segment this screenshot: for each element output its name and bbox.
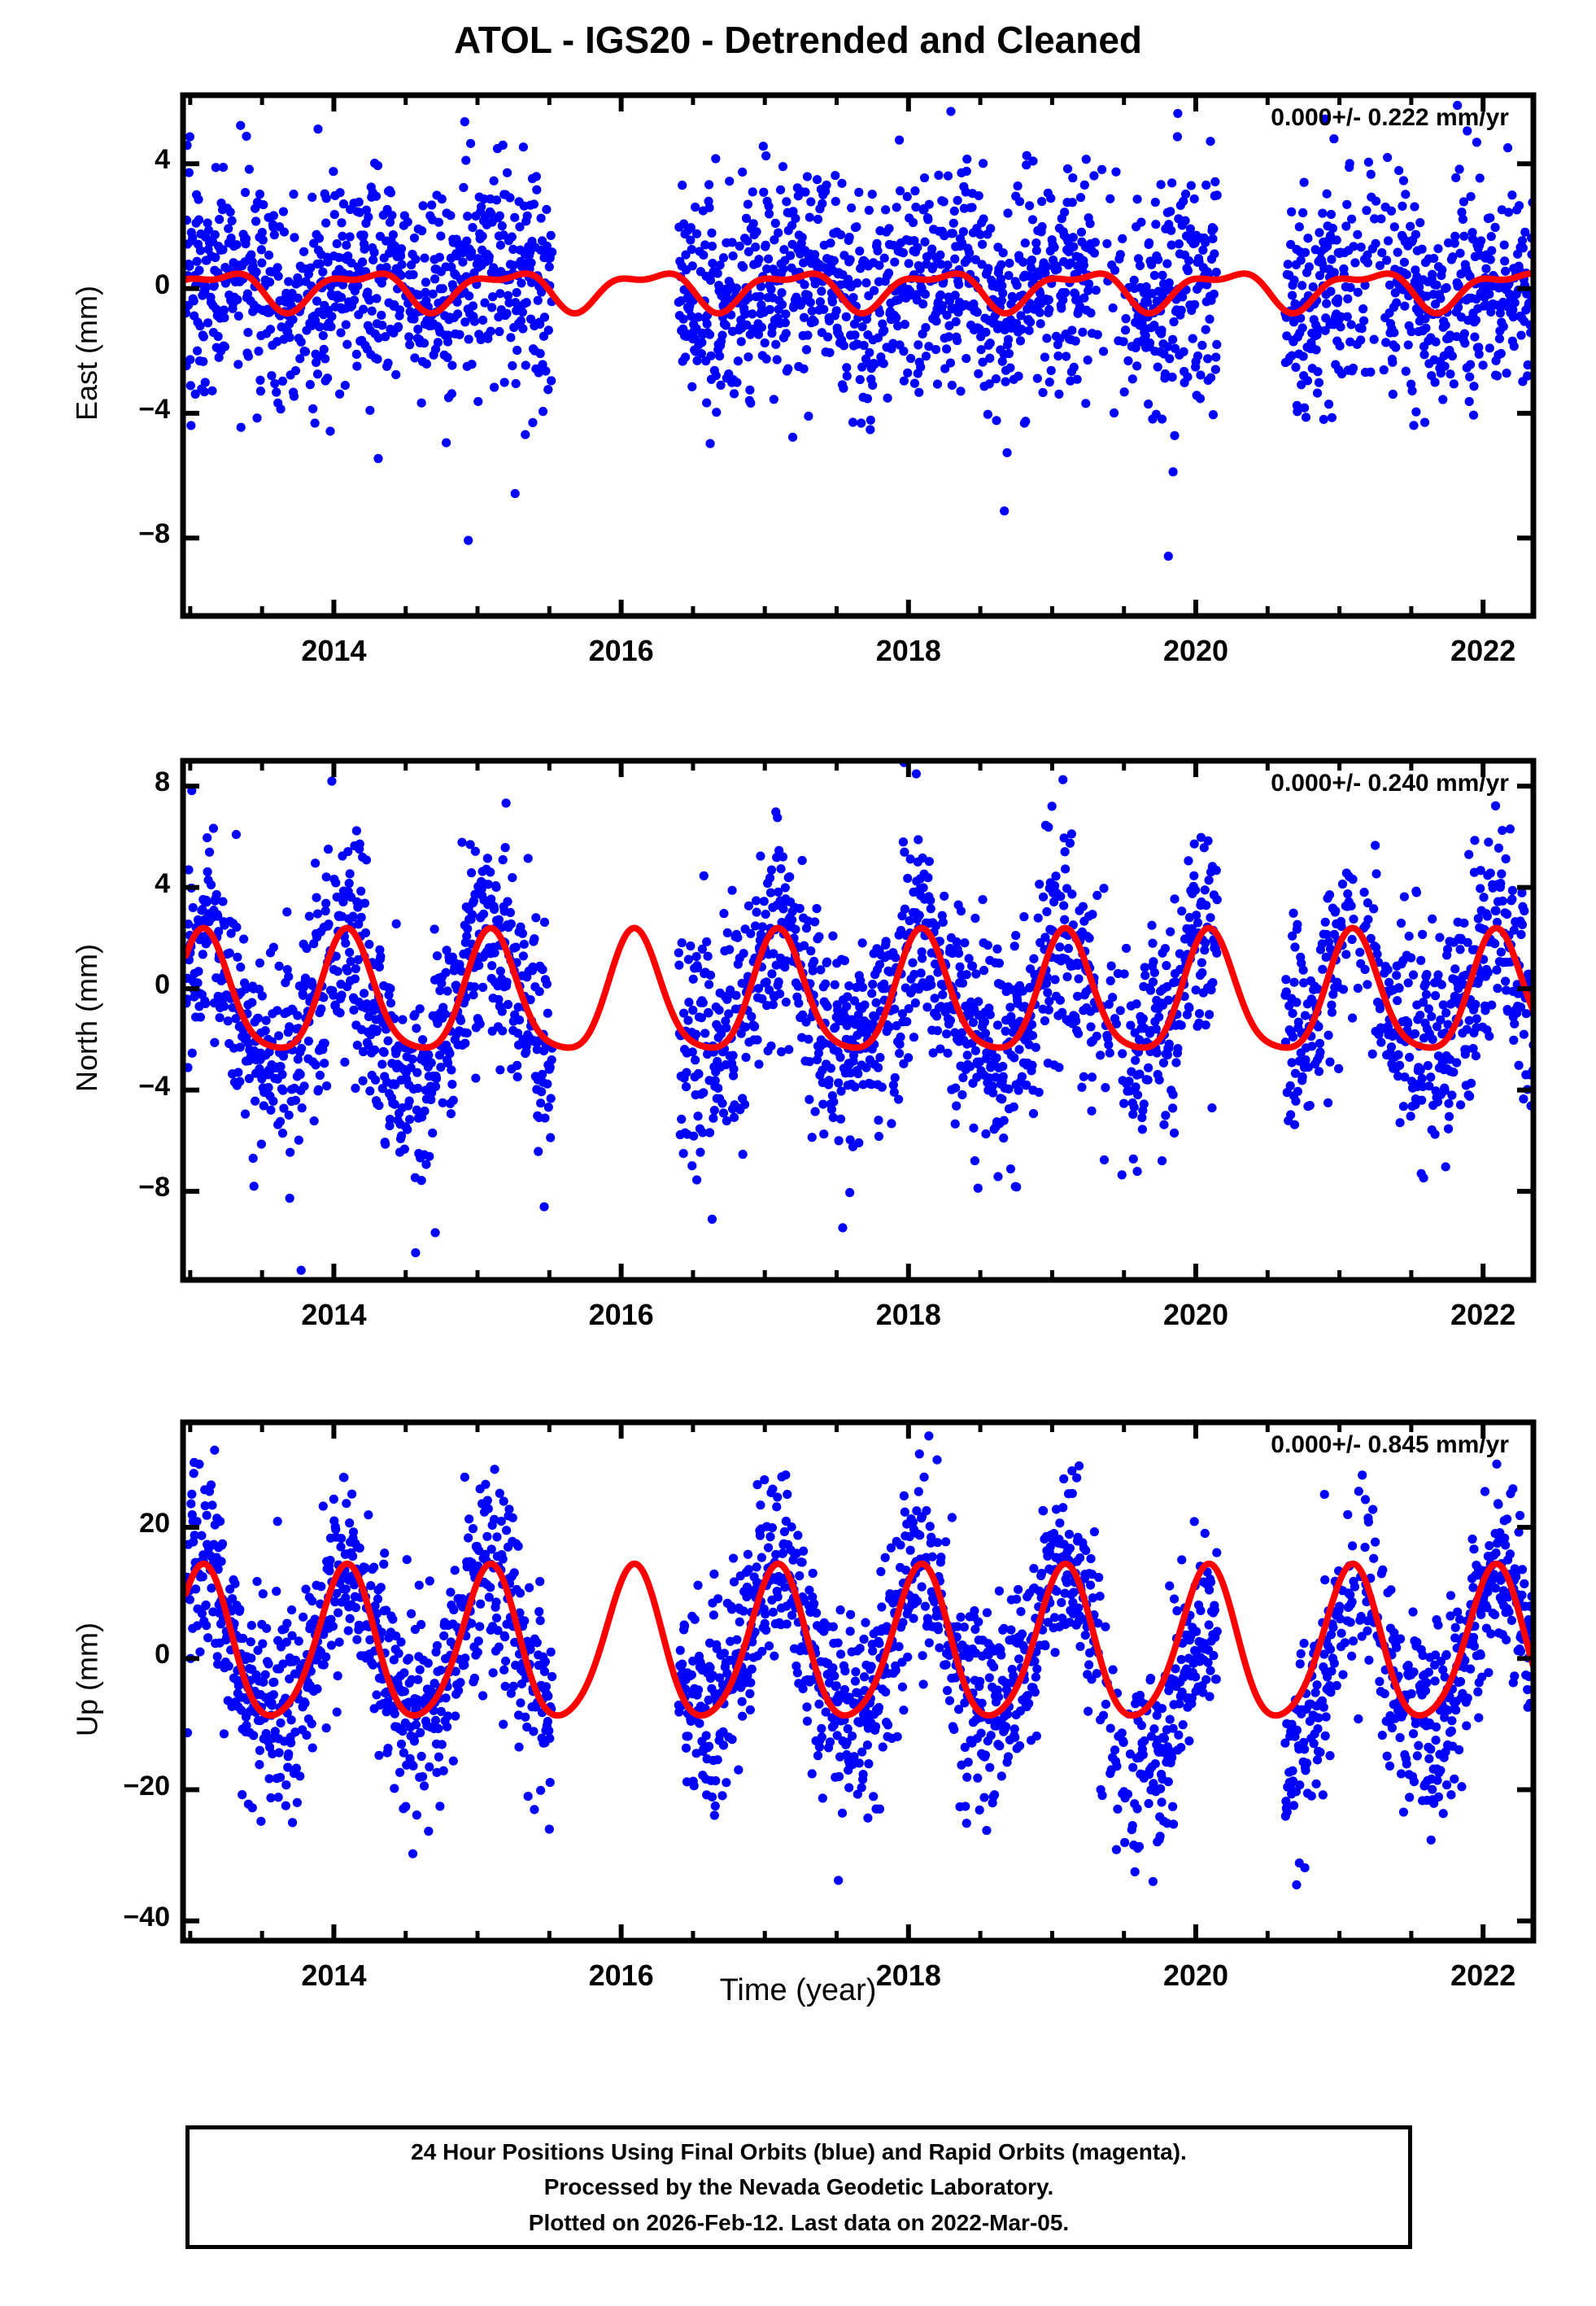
y-tick-label: −4 [138, 393, 170, 425]
y-tick-label: 4 [155, 144, 170, 176]
y-tick-label: −4 [138, 1070, 170, 1102]
x-tick-label: 2022 [1450, 1959, 1516, 1992]
y-axis-label-north: North (mm) [70, 944, 103, 1092]
y-tick-label: 8 [155, 766, 170, 798]
y-tick-label: −40 [123, 1901, 170, 1933]
rate-annotation-north: 0.000+/- 0.240 mm/yr [1271, 770, 1509, 797]
y-tick-label: 4 [155, 867, 170, 899]
y-tick-label: −8 [138, 518, 170, 550]
panel-east [0, 0, 1596, 700]
x-tick-label: 2020 [1162, 634, 1229, 667]
panel-up [180, 1419, 1537, 1944]
plot-area-up [180, 1419, 1537, 1944]
panel-north [180, 758, 1537, 1283]
footer-caption-box: 24 Hour Positions Using Final Orbits (bl… [185, 2125, 1412, 2249]
y-tick-label: 0 [155, 269, 170, 300]
y-tick-label: 0 [155, 969, 170, 1001]
plot-area-east [180, 92, 1537, 619]
x-tick-label: 2018 [875, 1959, 941, 1992]
x-tick-label: 2022 [1450, 634, 1516, 667]
x-tick-label: 2016 [588, 1959, 654, 1992]
axis-frame [180, 92, 1537, 619]
model-curve [183, 924, 1533, 1051]
plot-area-north [180, 758, 1537, 1283]
y-tick-label: −8 [138, 1172, 170, 1203]
footer-line-2: Processed by the Nevada Geodetic Laborat… [543, 2174, 1054, 2200]
model-curve-group [183, 270, 1533, 317]
x-axis-label: Time (year) [719, 1973, 877, 2007]
x-tick-label: 2020 [1162, 1298, 1229, 1331]
rate-annotation-east: 0.000+/- 0.222 mm/yr [1271, 104, 1509, 131]
x-tick-label: 2018 [875, 634, 941, 667]
data-points-group [183, 1431, 1533, 1889]
y-axis-label-up: Up (mm) [70, 1622, 103, 1736]
x-tick-label: 2022 [1450, 1298, 1516, 1331]
data-points-group [183, 100, 1533, 561]
axis-ticks [183, 1422, 1533, 1941]
rate-annotation-up: 0.000+/- 0.845 mm/yr [1271, 1431, 1509, 1458]
x-tick-label: 2020 [1162, 1959, 1229, 1992]
y-tick-label: −20 [123, 1770, 170, 1802]
x-tick-label: 2014 [301, 634, 367, 667]
y-axis-label-east: East (mm) [70, 286, 103, 421]
footer-line-3: Plotted on 2026-Feb-12. Last data on 202… [528, 2209, 1070, 2235]
y-tick-label: 20 [139, 1508, 170, 1539]
x-tick-label: 2016 [588, 634, 654, 667]
model-curve-group [183, 1560, 1533, 1719]
x-tick-label: 2014 [301, 1298, 367, 1331]
model-curve-group [183, 924, 1533, 1051]
axis-frame [180, 1419, 1537, 1944]
y-tick-label: 0 [155, 1639, 170, 1671]
x-tick-label: 2014 [301, 1959, 367, 1992]
footer-line-1: 24 Hour Positions Using Final Orbits (bl… [411, 2138, 1187, 2164]
x-tick-label: 2016 [588, 1298, 654, 1331]
axis-frame [180, 758, 1537, 1283]
model-curve [183, 270, 1533, 317]
axis-ticks [183, 761, 1533, 1280]
page-title: ATOL - IGS20 - Detrended and Cleaned [453, 19, 1143, 61]
model-curve [183, 1560, 1533, 1719]
axis-ticks [183, 95, 1533, 616]
x-tick-label: 2018 [875, 1298, 941, 1331]
